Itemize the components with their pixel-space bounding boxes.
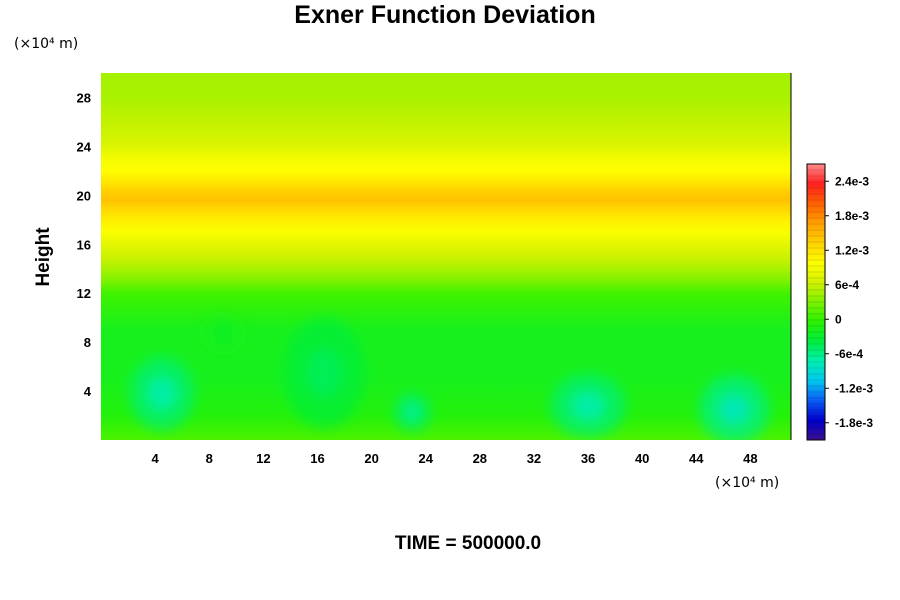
x-tick-label: 32 — [527, 451, 541, 466]
x-tick-label: 8 — [206, 451, 213, 466]
time-label: TIME = 500000.0 — [395, 533, 541, 554]
y-axis-label: Height — [33, 227, 54, 287]
x-tick-label: 40 — [635, 451, 649, 466]
y-tick-label: 24 — [77, 139, 92, 154]
colorbar-tick-label: -1.2e-3 — [835, 381, 873, 395]
colorbar-fill — [807, 164, 825, 440]
colorbar-contour-lines — [807, 169, 825, 435]
colorbar-tick-label: 1.8e-3 — [835, 209, 869, 223]
x-axis-unit: (×10⁴ m) — [715, 475, 779, 491]
x-axis-ticks: 4 8 12 16 20 24 28 32 36 40 44 48 — [152, 451, 758, 466]
anomaly-layer — [129, 315, 770, 440]
colorbar-border — [806, 163, 826, 441]
colorbar-tick-label: 2.4e-3 — [835, 174, 869, 188]
y-tick-label: 8 — [84, 335, 91, 350]
anomaly-core — [213, 325, 232, 342]
x-tick-label: 20 — [364, 451, 378, 466]
plot-area — [101, 73, 792, 440]
x-tick-label: 12 — [256, 451, 270, 466]
colorbar-tick-label: 1.2e-3 — [835, 243, 869, 257]
y-axis-unit: (×10⁴ m) — [14, 36, 78, 52]
anomaly-core — [571, 391, 606, 421]
chart-title: Exner Function Deviation — [294, 1, 595, 29]
y-tick-label: 12 — [77, 286, 91, 301]
y-tick-label: 16 — [77, 237, 91, 252]
colorbar-tick-label: -6e-4 — [835, 347, 863, 361]
colorbar-tick-label: 0 — [835, 312, 842, 326]
x-tick-label: 4 — [152, 451, 160, 466]
anomaly-core — [305, 347, 343, 398]
anomaly-core — [718, 394, 751, 425]
x-tick-label: 24 — [418, 451, 433, 466]
y-axis-ticks: 4 8 12 16 20 24 28 — [77, 90, 92, 399]
x-tick-label: 48 — [743, 451, 757, 466]
x-tick-label: 44 — [689, 451, 704, 466]
x-tick-label: 16 — [310, 451, 324, 466]
colorbar: 2.4e-3 1.8e-3 1.2e-3 6e-4 0 -6e-4 -1.2e-3 -1.8e… — [806, 163, 873, 441]
x-tick-label: 28 — [473, 451, 487, 466]
colorbar-tick-label: -1.8e-3 — [835, 416, 873, 430]
x-tick-label: 36 — [581, 451, 595, 466]
colorbar-ticks: 2.4e-3 1.8e-3 1.2e-3 6e-4 0 -6e-4 -1.2e-3 -1.8e… — [825, 174, 873, 430]
field-background — [101, 73, 791, 440]
y-tick-label: 28 — [77, 90, 91, 105]
y-tick-label: 4 — [84, 384, 92, 399]
anomaly-core — [147, 376, 177, 411]
anomaly-core — [403, 403, 421, 421]
colorbar-tick-label: 6e-4 — [835, 278, 859, 292]
y-tick-label: 20 — [77, 188, 91, 203]
